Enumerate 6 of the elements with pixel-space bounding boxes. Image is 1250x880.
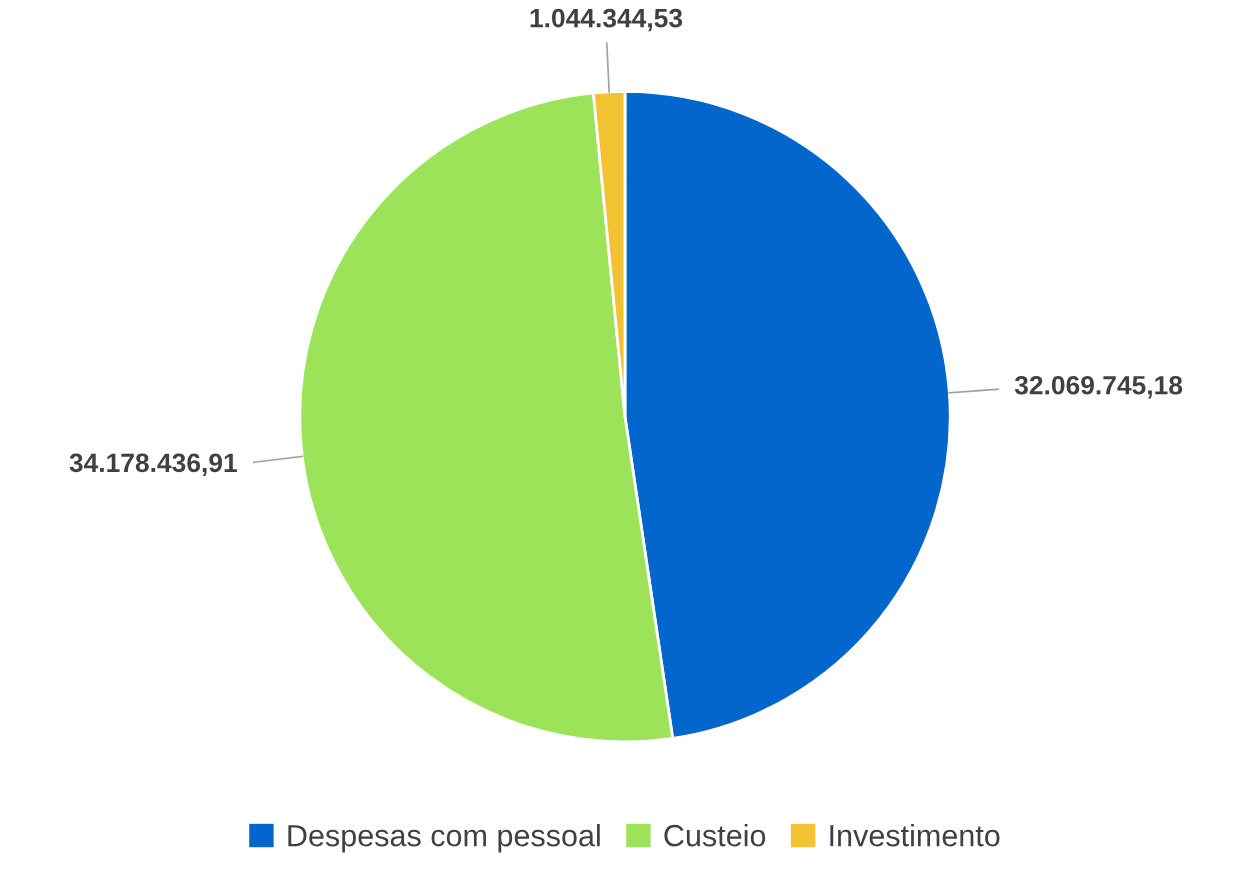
legend-label: Despesas com pessoal: [288, 824, 600, 853]
legend-label: Investimento: [830, 824, 1000, 847]
data-label: 1.044.344,53: [530, 8, 683, 32]
legend-label: Custeio: [664, 824, 766, 847]
data-label: 34.178.436,91: [69, 453, 237, 476]
data-label: 32.069.745,18: [1014, 375, 1183, 399]
